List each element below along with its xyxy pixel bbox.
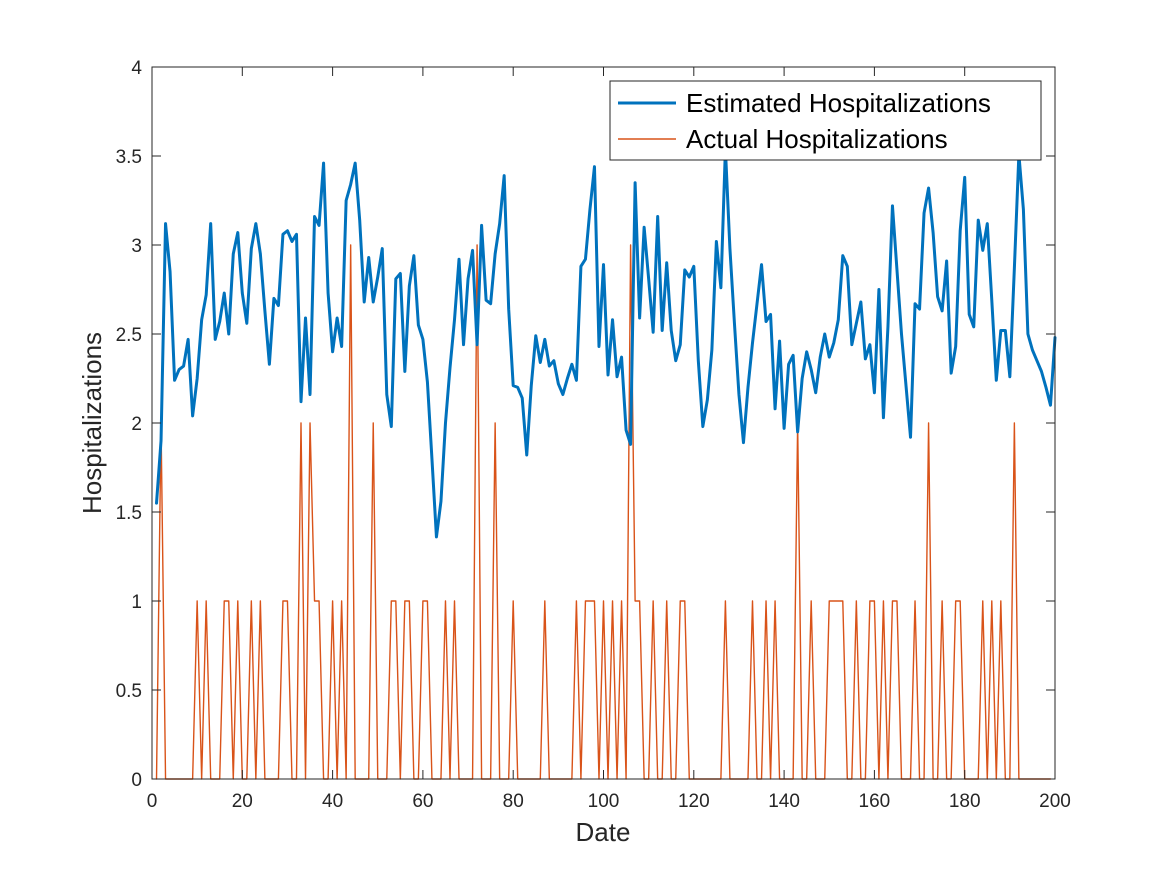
legend-box [609,80,1042,161]
x-tick-label: 200 [1039,791,1071,812]
y-tick-label: 3.5 [116,147,142,168]
x-tick-label: 140 [768,791,800,812]
y-tick-label: 2 [131,414,142,435]
y-tick-label: 0 [131,770,142,791]
y-axis-title: Hospitalizations [77,332,107,514]
legend: Estimated Hospitalizations Actual Hospita… [609,80,1042,161]
y-tick-label: 1.5 [116,503,142,524]
axes-layer: 0 20 40 60 80 100 120 140 160 180 200 0 0.5 1 1.5 2 2.5 3… [116,58,1071,812]
x-tick-label: 160 [859,791,891,812]
legend-label: Actual Hospitalizations [686,124,948,154]
x-tick-label: 0 [147,791,158,812]
x-tick-label: 100 [588,791,620,812]
x-tick-label: 180 [949,791,981,812]
plot-area [152,67,1055,779]
legend-label: Estimated Hospitalizations [686,88,991,118]
x-tick-label: 40 [322,791,343,812]
x-tick-label: 80 [503,791,524,812]
x-axis-title: Date [576,817,631,847]
y-tick-label: 4 [131,58,142,79]
y-tick-label: 2.5 [116,325,142,346]
y-tick-label: 3 [131,236,142,257]
x-tick-label: 60 [412,791,433,812]
y-tick-label: 0.5 [116,681,142,702]
x-tick-label: 20 [232,791,253,812]
x-tick-label: 120 [678,791,710,812]
series-line-estimated [155,147,1057,539]
y-tick-label: 1 [131,592,142,613]
